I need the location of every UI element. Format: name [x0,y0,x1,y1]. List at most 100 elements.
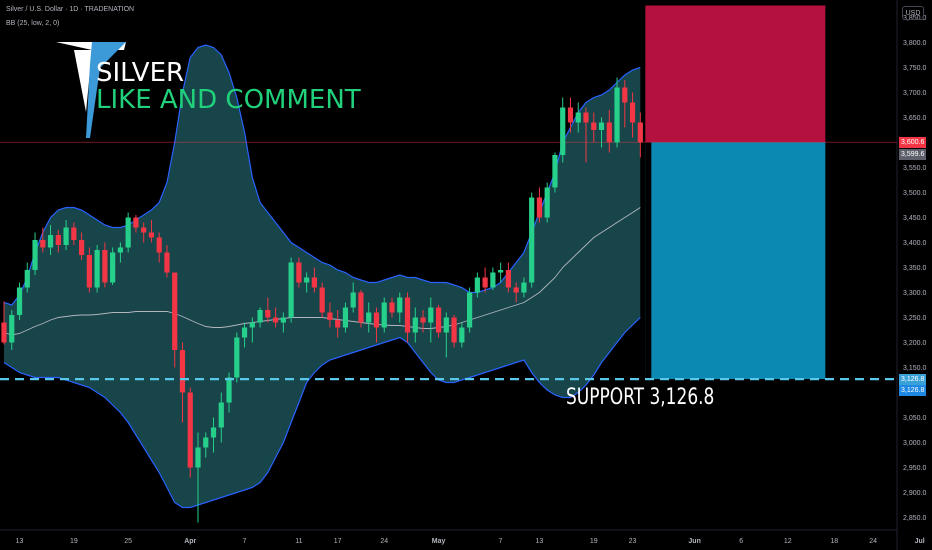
y-tick-label: 3,300.0 [903,290,926,297]
candle [335,310,341,338]
candle-body [482,277,488,288]
candle-body [467,292,473,328]
candle-body [397,297,403,313]
candle [544,182,550,223]
candle [552,152,558,193]
candle-body [156,237,162,253]
candle-body [443,317,449,333]
candle [210,417,217,453]
candle [311,267,317,293]
candle-body [513,287,519,293]
candle [435,305,442,338]
candle [606,110,612,153]
candle [443,312,449,358]
candle-body [474,277,480,293]
x-tick-label: 18 [830,538,838,545]
candle-body [265,310,271,318]
candle [637,112,643,158]
candle-body [404,297,411,333]
candle [529,192,535,288]
x-tick-label: 7 [243,538,247,545]
candle [536,187,543,223]
indicator-legend[interactable]: BB (25, low, 2, 0) [6,20,60,27]
prev-price-tag: 3,599.6 [899,148,927,160]
last-price-tag: 3,600.6 [899,136,927,148]
symbol-title[interactable]: Silver / U.S. Dollar · 1D · TRADENATION [6,6,135,13]
candle-body [86,255,92,288]
currency-badge[interactable]: USD [902,6,924,20]
x-tick-label: 19 [590,538,598,545]
y-tick-label: 2,950.0 [903,465,926,472]
candle [467,287,473,333]
candle-body [327,312,333,320]
candle [598,117,605,148]
candle [482,267,488,293]
candle-body [389,302,395,313]
candle-body [133,217,139,228]
candle [490,267,496,290]
candle-body [24,270,30,288]
candle [296,257,302,288]
candle-body [63,227,69,245]
candle-body [598,122,605,130]
candle [86,247,92,293]
candle-body [71,227,77,240]
candle-body [47,235,54,248]
candle-body [428,307,434,323]
candle [273,307,279,328]
x-tick-label: Apr [184,538,196,545]
candle [342,302,349,333]
candle [117,242,123,263]
candle-body [296,262,302,283]
candle-body [249,322,255,328]
candle-body [560,107,566,155]
candle-body [1,322,7,343]
candle-body [102,250,108,283]
candle [1,301,7,345]
candle [148,220,155,243]
y-tick-label: 3,200.0 [903,340,926,347]
candle [505,262,511,293]
bollinger-lower-line [3,317,641,509]
candle [257,307,263,328]
candle [389,297,395,318]
candle-body [567,107,574,123]
y-tick-label: 3,350.0 [903,265,926,272]
candle [195,432,201,523]
y-tick-label: 3,250.0 [903,315,926,322]
candle [125,212,131,253]
candle-body [304,277,310,283]
x-tick-label: 24 [869,538,877,545]
x-tick-label: 25 [124,538,132,545]
candle [280,312,286,333]
candle-body [125,217,131,248]
x-tick-label: Jul [915,538,925,545]
candle-body [257,310,263,323]
candle [614,77,620,148]
x-tick-label: Jun [688,538,700,545]
candle-body [79,240,85,255]
candle-body [637,122,643,143]
candle-body [490,272,496,288]
stop-loss-zone [645,5,826,143]
candle [521,277,527,298]
bollinger-band-fill [4,45,641,508]
y-tick-label: 3,750.0 [903,65,926,72]
x-tick-label: 7 [499,538,503,545]
candle [474,272,480,298]
candle-body [311,277,317,288]
candle-body [195,447,201,468]
support-price-tag-2: 3,126.8 [899,384,927,396]
candle-body [629,102,636,123]
candle-body [280,317,286,323]
candle-body [218,402,224,428]
candle [32,232,38,275]
candle [567,97,574,133]
candle-body [544,187,550,218]
x-tick-label: 23 [629,538,637,545]
candle-body [350,292,356,308]
candle-body [234,337,240,378]
brand-mark-icon [56,42,126,138]
x-tick-label: 13 [16,538,24,545]
